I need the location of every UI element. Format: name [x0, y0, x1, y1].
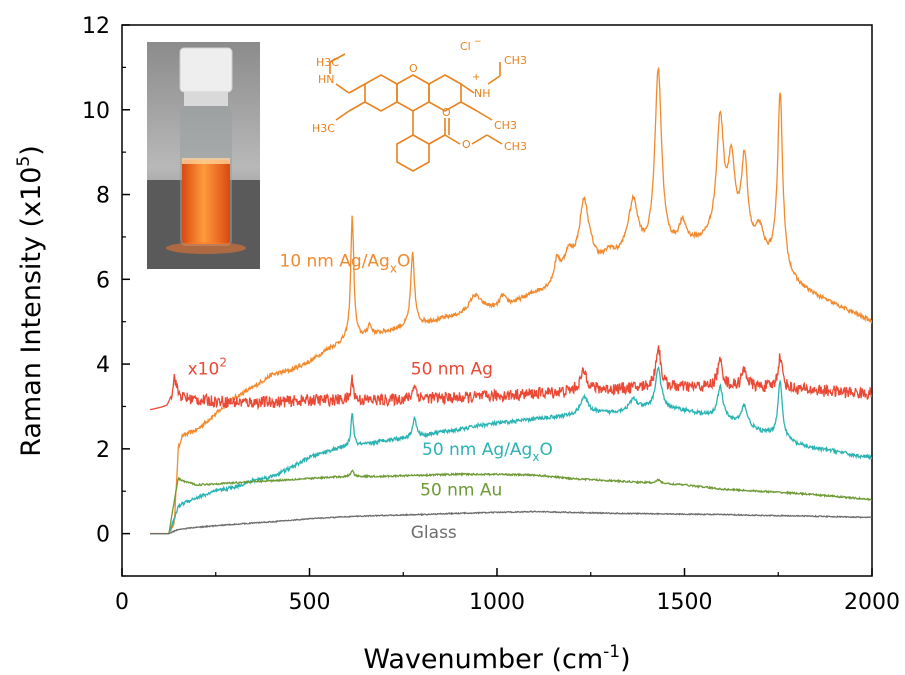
- label-plus: +: [472, 72, 480, 83]
- y-tick-label: 6: [96, 268, 110, 293]
- label-chloride: Cl: [460, 40, 471, 53]
- multiplier-annotation: x102: [188, 356, 227, 380]
- y-tick-label: 12: [82, 14, 110, 39]
- label-nh-right: NH: [474, 87, 491, 100]
- vial-photo: [147, 42, 260, 269]
- axes: 0 500 1000 1500 2000 0 2 4 6 8 10 12: [82, 14, 900, 615]
- series-line: [149, 345, 872, 411]
- x-tick-label: 500: [289, 590, 331, 615]
- label-carbonyl-o: O: [442, 106, 451, 119]
- y-tick-label: 8: [96, 184, 110, 209]
- series-label: 50 nm Ag/AgxO: [422, 440, 553, 464]
- label-methyl-top-right: CH3: [504, 54, 527, 67]
- series-line: [150, 67, 872, 535]
- series-line: [150, 510, 872, 535]
- y-tick-label: 4: [96, 353, 110, 378]
- series-label: 10 nm Ag/AgxO: [280, 252, 411, 276]
- label-methyl-right: CH3: [494, 119, 517, 132]
- molecule-labels: H3C HN H3C O Cl − CH3 NH + CH3 O O CH3: [312, 37, 527, 153]
- y-tick-label: 2: [96, 438, 110, 463]
- y-tick-label: 0: [96, 523, 110, 548]
- series-label: 50 nm Au: [420, 480, 502, 500]
- label-layer: 10 nm Ag/AgxO 50 nm Ag 50 nm Ag/AgxO 50 nm …: [188, 252, 553, 543]
- label-methyl-left: H3C: [312, 122, 335, 135]
- label-methyl-ester: CH3: [504, 140, 527, 153]
- label-ethyl-left: H3C: [316, 56, 339, 69]
- x-tick-label: 1500: [657, 590, 713, 615]
- series-layer: [149, 67, 872, 535]
- label-chloride-charge: −: [474, 37, 482, 47]
- x-axis-title: Wavenumber (cm-1): [363, 642, 630, 675]
- series-label: 50 nm Ag: [411, 360, 493, 380]
- x-tick-label: 0: [115, 590, 129, 615]
- series-line: [150, 469, 872, 535]
- label-ester-o: O: [462, 138, 471, 151]
- label-oxygen-ring: O: [409, 62, 418, 75]
- series-label: Glass: [411, 523, 457, 543]
- y-tick-label: 10: [82, 99, 110, 124]
- label-nh-left: HN: [318, 73, 335, 86]
- x-tick-label: 1000: [469, 590, 525, 615]
- x-tick-label: 2000: [844, 590, 900, 615]
- y-axis-title: Raman Intensity (x105): [14, 145, 47, 457]
- series-line: [150, 365, 872, 535]
- rhodamine-molecule: [329, 53, 503, 172]
